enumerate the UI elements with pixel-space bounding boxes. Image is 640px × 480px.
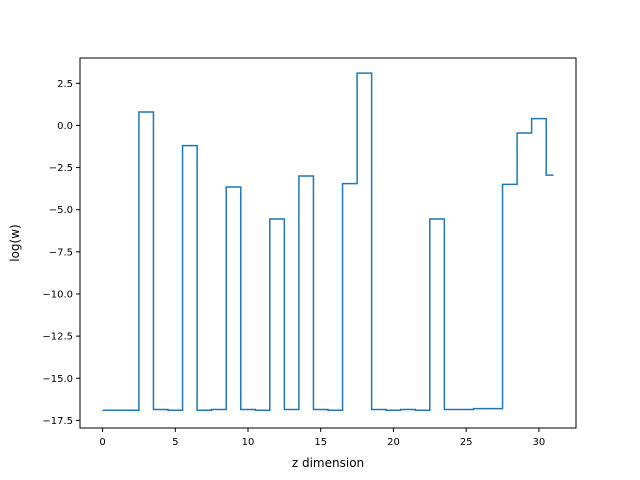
- y-tick-label: −5.0: [49, 205, 73, 216]
- y-tick-label: −2.5: [49, 163, 73, 174]
- y-tick-label: −12.5: [42, 332, 73, 343]
- x-tick-label: 30: [533, 437, 546, 448]
- y-tick-label: −10.0: [42, 289, 73, 300]
- x-tick-label: 15: [314, 437, 327, 448]
- y-axis-ticks: 2.5 0.0 −2.5 −5.0 −7.5 −10.0 −12.5 −15.0 −17.5: [42, 79, 80, 427]
- x-tick-label: 5: [172, 437, 178, 448]
- y-axis-label: log(w): [8, 224, 22, 261]
- y-tick-label: −7.5: [49, 247, 73, 258]
- y-tick-label: −17.5: [42, 416, 73, 427]
- plot-area: [102, 72, 554, 412]
- x-axis-label: z dimension: [292, 456, 364, 470]
- x-tick-label: 10: [242, 437, 255, 448]
- y-tick-label: −15.0: [42, 374, 73, 385]
- y-tick-label: 0.0: [57, 121, 73, 132]
- x-tick-label: 25: [460, 437, 473, 448]
- series-line: [102, 72, 554, 412]
- y-tick-label: 2.5: [57, 79, 73, 90]
- x-axis-ticks: 0 5 10 15 20 25 30: [99, 428, 545, 448]
- x-tick-label: 20: [387, 437, 400, 448]
- x-tick-label: 0: [99, 437, 105, 448]
- axes-frame: [79, 57, 577, 429]
